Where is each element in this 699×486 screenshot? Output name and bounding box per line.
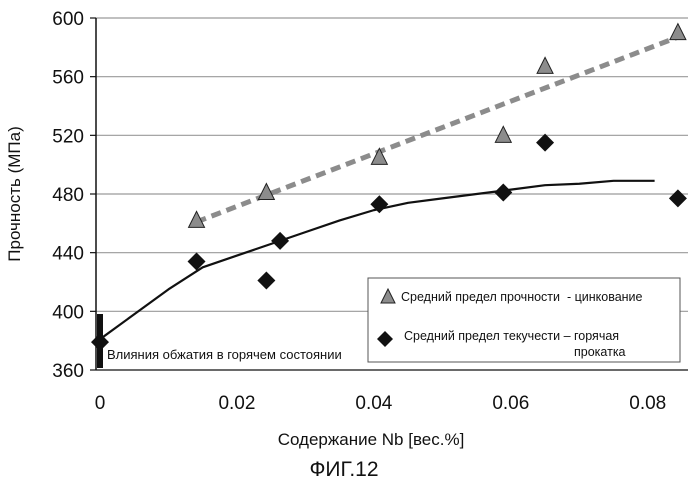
y-tick-label: 560 — [52, 68, 84, 89]
triangle-marker — [670, 24, 686, 40]
x-tick-labels: 0 0.02 0.04 0.06 0.08 — [95, 393, 667, 414]
triangle-marker — [495, 126, 511, 142]
diamond-marker — [669, 189, 687, 207]
x-axis-title: Содержание Nb [вес.%] — [278, 430, 465, 449]
legend-label-yield-line2: прокатка — [574, 345, 626, 359]
y-tick-labels: 360 400 440 480 520 560 600 — [52, 9, 96, 382]
diamond-marker — [257, 272, 275, 290]
legend-label-yield-line1: Средний предел текучести – горячая — [404, 329, 619, 343]
diamond-marker — [494, 184, 512, 202]
x-tick-label: 0 — [95, 393, 106, 414]
y-tick-label: 480 — [52, 185, 84, 206]
annotation: Влияния обжатия в горячем состоянии — [97, 314, 344, 368]
y-tick-label: 440 — [52, 244, 84, 265]
diamond-marker — [536, 134, 554, 152]
y-tick-label: 400 — [52, 302, 84, 323]
x-tick-label: 0.06 — [492, 393, 529, 414]
y-tick-label: 360 — [52, 361, 84, 382]
figure-caption: ФИГ.12 — [309, 458, 378, 481]
x-tick-label: 0.08 — [629, 393, 666, 414]
diamond-marker — [271, 232, 289, 250]
x-tick-label: 0.02 — [218, 393, 255, 414]
annotation-label: Влияния обжатия в горячем состоянии — [107, 347, 342, 362]
triangle-marker — [537, 57, 553, 73]
y-tick-label: 520 — [52, 126, 84, 147]
legend: Средний предел прочности - цинкование Ср… — [368, 278, 680, 362]
legend-label-tensile: Средний предел прочности - цинкование — [401, 290, 643, 304]
y-tick-label: 600 — [52, 9, 84, 30]
y-axis-title: Прочность (МПа) — [5, 126, 24, 261]
gridlines — [96, 18, 688, 311]
x-tick-label: 0.04 — [355, 393, 392, 414]
